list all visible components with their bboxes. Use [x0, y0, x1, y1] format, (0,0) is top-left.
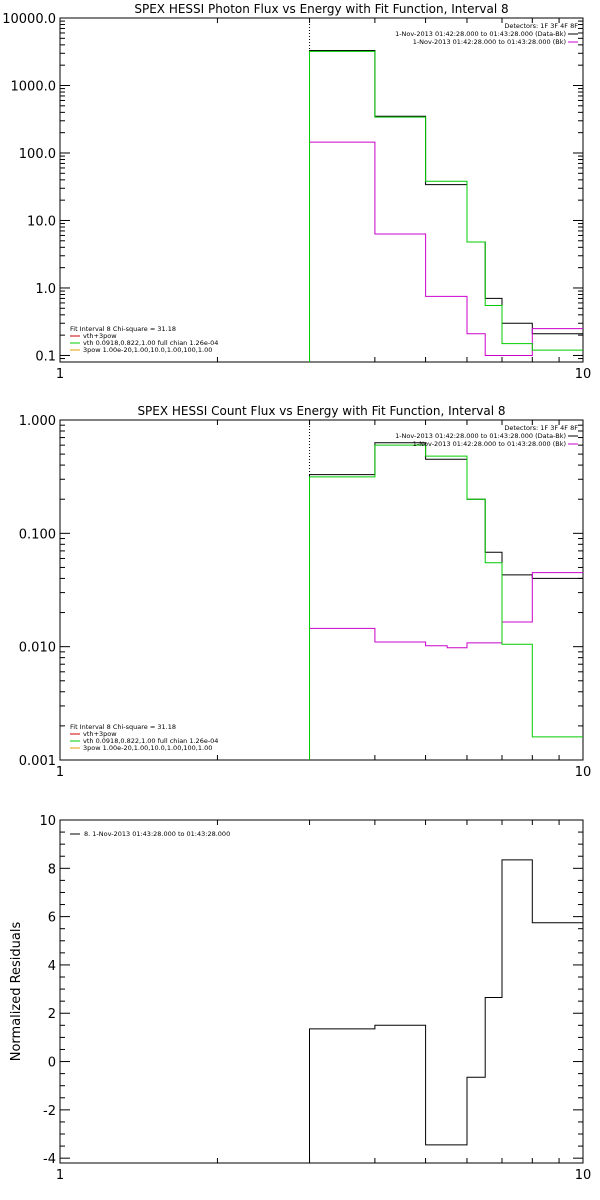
y-tick-label: 0.001 — [19, 754, 56, 769]
x-tick-label: 1 — [56, 765, 64, 780]
chart-title: SPEX HESSI Count Flux vs Energy with Fit… — [137, 404, 505, 418]
y-tick-label: 1.000 — [19, 414, 56, 429]
y-tick-label: 100.0 — [19, 147, 56, 162]
plot-frame — [59, 419, 584, 761]
series-line-1 — [309, 442, 583, 760]
y-tick-label: 2 — [48, 1007, 56, 1022]
legend-fit-text: vth 0.0918,0.822,1.00 full chian 1.26e-0… — [83, 737, 218, 745]
series-line-1 — [309, 50, 583, 362]
legend-entry-text: 1-Nov-2013 01:42:28.000 to 01:43:28.000 … — [395, 432, 566, 440]
legend-fit-text: vth+3pow — [83, 332, 117, 340]
x-tick-label: 1 — [56, 1168, 64, 1183]
x-tick-label: 10 — [575, 1168, 592, 1183]
legend-entry-text: 1-Nov-2013 01:42:28.000 to 01:43:28.000 … — [413, 38, 566, 46]
y-tick-label: 0.1 — [35, 349, 56, 364]
y-tick-label: 6 — [48, 911, 56, 926]
series-line-3 — [309, 50, 583, 362]
chart-1: SPEX HESSI Photon Flux vs Energy with Fi… — [2, 2, 591, 382]
x-tick-label: 1 — [56, 367, 64, 382]
series-line-2 — [309, 141, 583, 362]
legend-fit-header: Fit Interval 8 Chi-square = 31.18 — [70, 723, 176, 731]
y-tick-label: 0 — [48, 1056, 56, 1071]
legend-fit-text: 3pow 1.00e-20,1.00,10.0,1.00,100,1.00 — [83, 744, 212, 752]
legend-entry-text: 1-Nov-2013 01:42:28.000 to 01:43:28.000 … — [413, 440, 566, 448]
y-tick-label: 0.100 — [19, 527, 56, 542]
legend-fit-header: Fit Interval 8 Chi-square = 31.18 — [70, 325, 176, 333]
y-tick-label: -4 — [43, 1152, 56, 1167]
y-tick-label: 10 — [39, 814, 56, 829]
legend-entry-text: 1-Nov-2013 01:42:28.000 to 01:43:28.000 … — [395, 30, 566, 38]
y-tick-label: 4 — [48, 959, 56, 974]
x-tick-label: 10 — [575, 367, 592, 382]
y-tick-label: 10000.0 — [2, 12, 56, 27]
series-line-2 — [309, 572, 583, 760]
y-tick-label: 8 — [48, 862, 56, 877]
y-tick-label: -2 — [43, 1104, 56, 1119]
series-line-3 — [309, 444, 583, 760]
chart-title: SPEX HESSI Photon Flux vs Energy with Fi… — [134, 2, 508, 16]
chart-3: Normalized Residuals 1 10 -4 -2 0 2 4 6 8 10 8. 1-N… — [9, 814, 591, 1183]
y-tick-label: 0.010 — [19, 641, 56, 656]
y-axis-label: Normalized Residuals — [9, 922, 24, 1062]
legend-fit-text: 3pow 1.00e-20,1.00,10.0,1.00,100,1.00 — [83, 346, 212, 354]
legend-detectors: Detectors: 1F 3F 4F 8F — [504, 424, 578, 432]
chart-2: SPEX HESSI Count Flux vs Energy with Fit… — [19, 404, 591, 780]
legend-fit-text: vth 0.0918,0.822,1.00 full chian 1.26e-0… — [83, 339, 218, 347]
plot-frame — [59, 17, 584, 363]
legend-text: 8. 1-Nov-2013 01:43:28.000 to 01:43:28.0… — [84, 830, 230, 838]
y-tick-label: 1.0 — [35, 282, 56, 297]
legend-detectors: Detectors: 1F 3F 4F 8F — [504, 22, 578, 30]
x-tick-label: 10 — [575, 765, 592, 780]
y-tick-label: 1000.0 — [11, 79, 57, 94]
plot-frame — [59, 819, 584, 1164]
series-line-1 — [309, 859, 583, 1163]
y-tick-label: 10.0 — [27, 214, 56, 229]
legend-fit-text: vth+3pow — [83, 730, 117, 738]
